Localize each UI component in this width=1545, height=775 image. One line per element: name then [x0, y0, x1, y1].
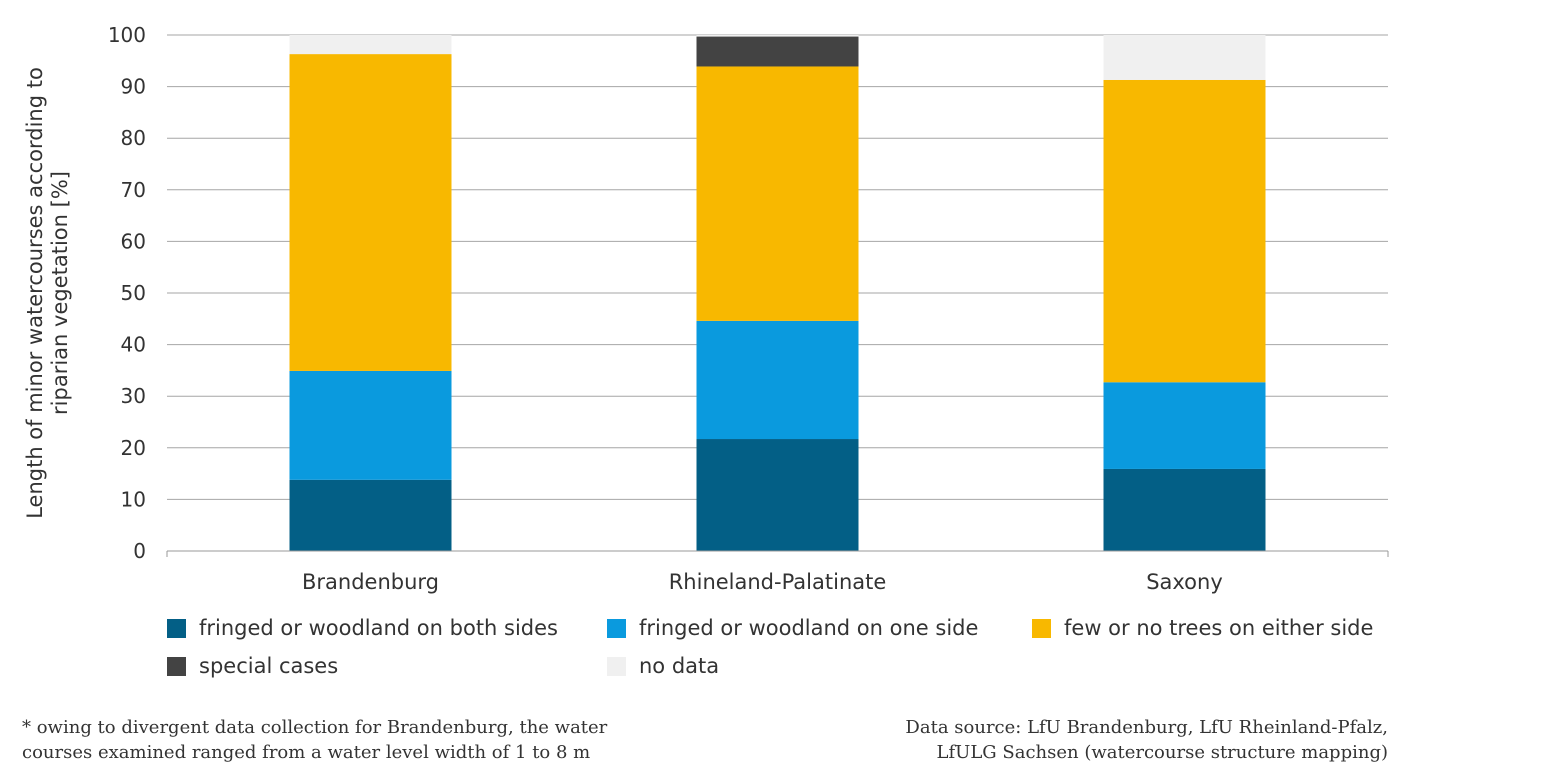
y-axis-title: Length of minor watercourses according t…: [23, 67, 72, 519]
legend-label: fringed or woodland on one side: [639, 616, 979, 640]
bar-segment: [696, 36, 859, 67]
bar-segment: [1103, 468, 1266, 551]
footnote-line-2: courses examined ranged from a water lev…: [22, 742, 591, 763]
bars: [289, 35, 1266, 551]
bar-segment: [1103, 382, 1266, 469]
legend-label: no data: [639, 654, 720, 678]
legend-swatch: [167, 618, 186, 638]
y-axis-ticks: 0 10 20 30 40 50 60 70 80 90 100: [108, 23, 146, 563]
bar-segment: [289, 370, 452, 480]
x-category-label: Brandenburg: [302, 570, 439, 594]
data-source-line-2: LfULG Sachsen (watercourse structure map…: [936, 742, 1388, 763]
legend-swatch: [607, 656, 626, 676]
footnote: * owing to divergent data collection for…: [22, 715, 607, 765]
legend-swatch: [1032, 618, 1051, 638]
bar-segment: [696, 439, 859, 551]
legend-item: special cases: [167, 654, 338, 678]
legend-item: few or no trees on either side: [1032, 616, 1373, 640]
y-tick-label: 20: [121, 436, 146, 460]
bar-segment: [289, 479, 452, 551]
y-tick-label: 30: [121, 384, 146, 408]
legend-item: no data: [607, 654, 719, 678]
bar-segment: [289, 35, 452, 55]
y-tick-label: 0: [133, 539, 146, 563]
bar-segment: [696, 66, 859, 321]
legend-item: fringed or woodland on one side: [607, 616, 978, 640]
stacked-bar-chart: 0 10 20 30 40 50 60 70 80 90 100 Brandenburg Rhinel…: [23, 23, 1389, 594]
y-tick-label: 60: [121, 229, 146, 253]
bar-segment: [289, 54, 452, 371]
bar-segment: [1103, 35, 1266, 80]
footnote-line-1: * owing to divergent data collection for…: [22, 717, 608, 738]
x-category-label: Saxony: [1146, 570, 1223, 594]
data-source: Data source: LfU Brandenburg, LfU Rheinl…: [905, 715, 1388, 765]
y-tick-label: 80: [121, 126, 146, 150]
bar-segment: [696, 320, 859, 440]
y-tick-label: 50: [121, 281, 146, 305]
legend-item: fringed or woodland on both sides: [167, 616, 558, 640]
y-tick-label: 40: [121, 333, 146, 357]
y-tick-label: 10: [121, 487, 146, 511]
bar-segment: [1103, 79, 1266, 383]
bar-segment: [696, 35, 859, 37]
legend-label: few or no trees on either side: [1064, 616, 1374, 640]
y-tick-label: 70: [121, 178, 146, 202]
x-category-label: Rhineland-Palatinate: [669, 570, 887, 594]
x-axis-categories: Brandenburg Rhineland-Palatinate Saxony: [302, 570, 1223, 594]
legend-label: fringed or woodland on both sides: [199, 616, 558, 640]
data-source-line-1: Data source: LfU Brandenburg, LfU Rheinl…: [905, 717, 1388, 738]
y-axis-title-line: Length of minor watercourses according t…: [23, 67, 47, 519]
y-axis-title-line: riparian vegetation [%]: [48, 171, 72, 415]
legend-swatch: [167, 656, 186, 676]
legend-label: special cases: [199, 654, 339, 678]
legend-swatch: [607, 618, 626, 638]
y-tick-label: 100: [108, 23, 146, 47]
y-tick-label: 90: [121, 75, 146, 99]
